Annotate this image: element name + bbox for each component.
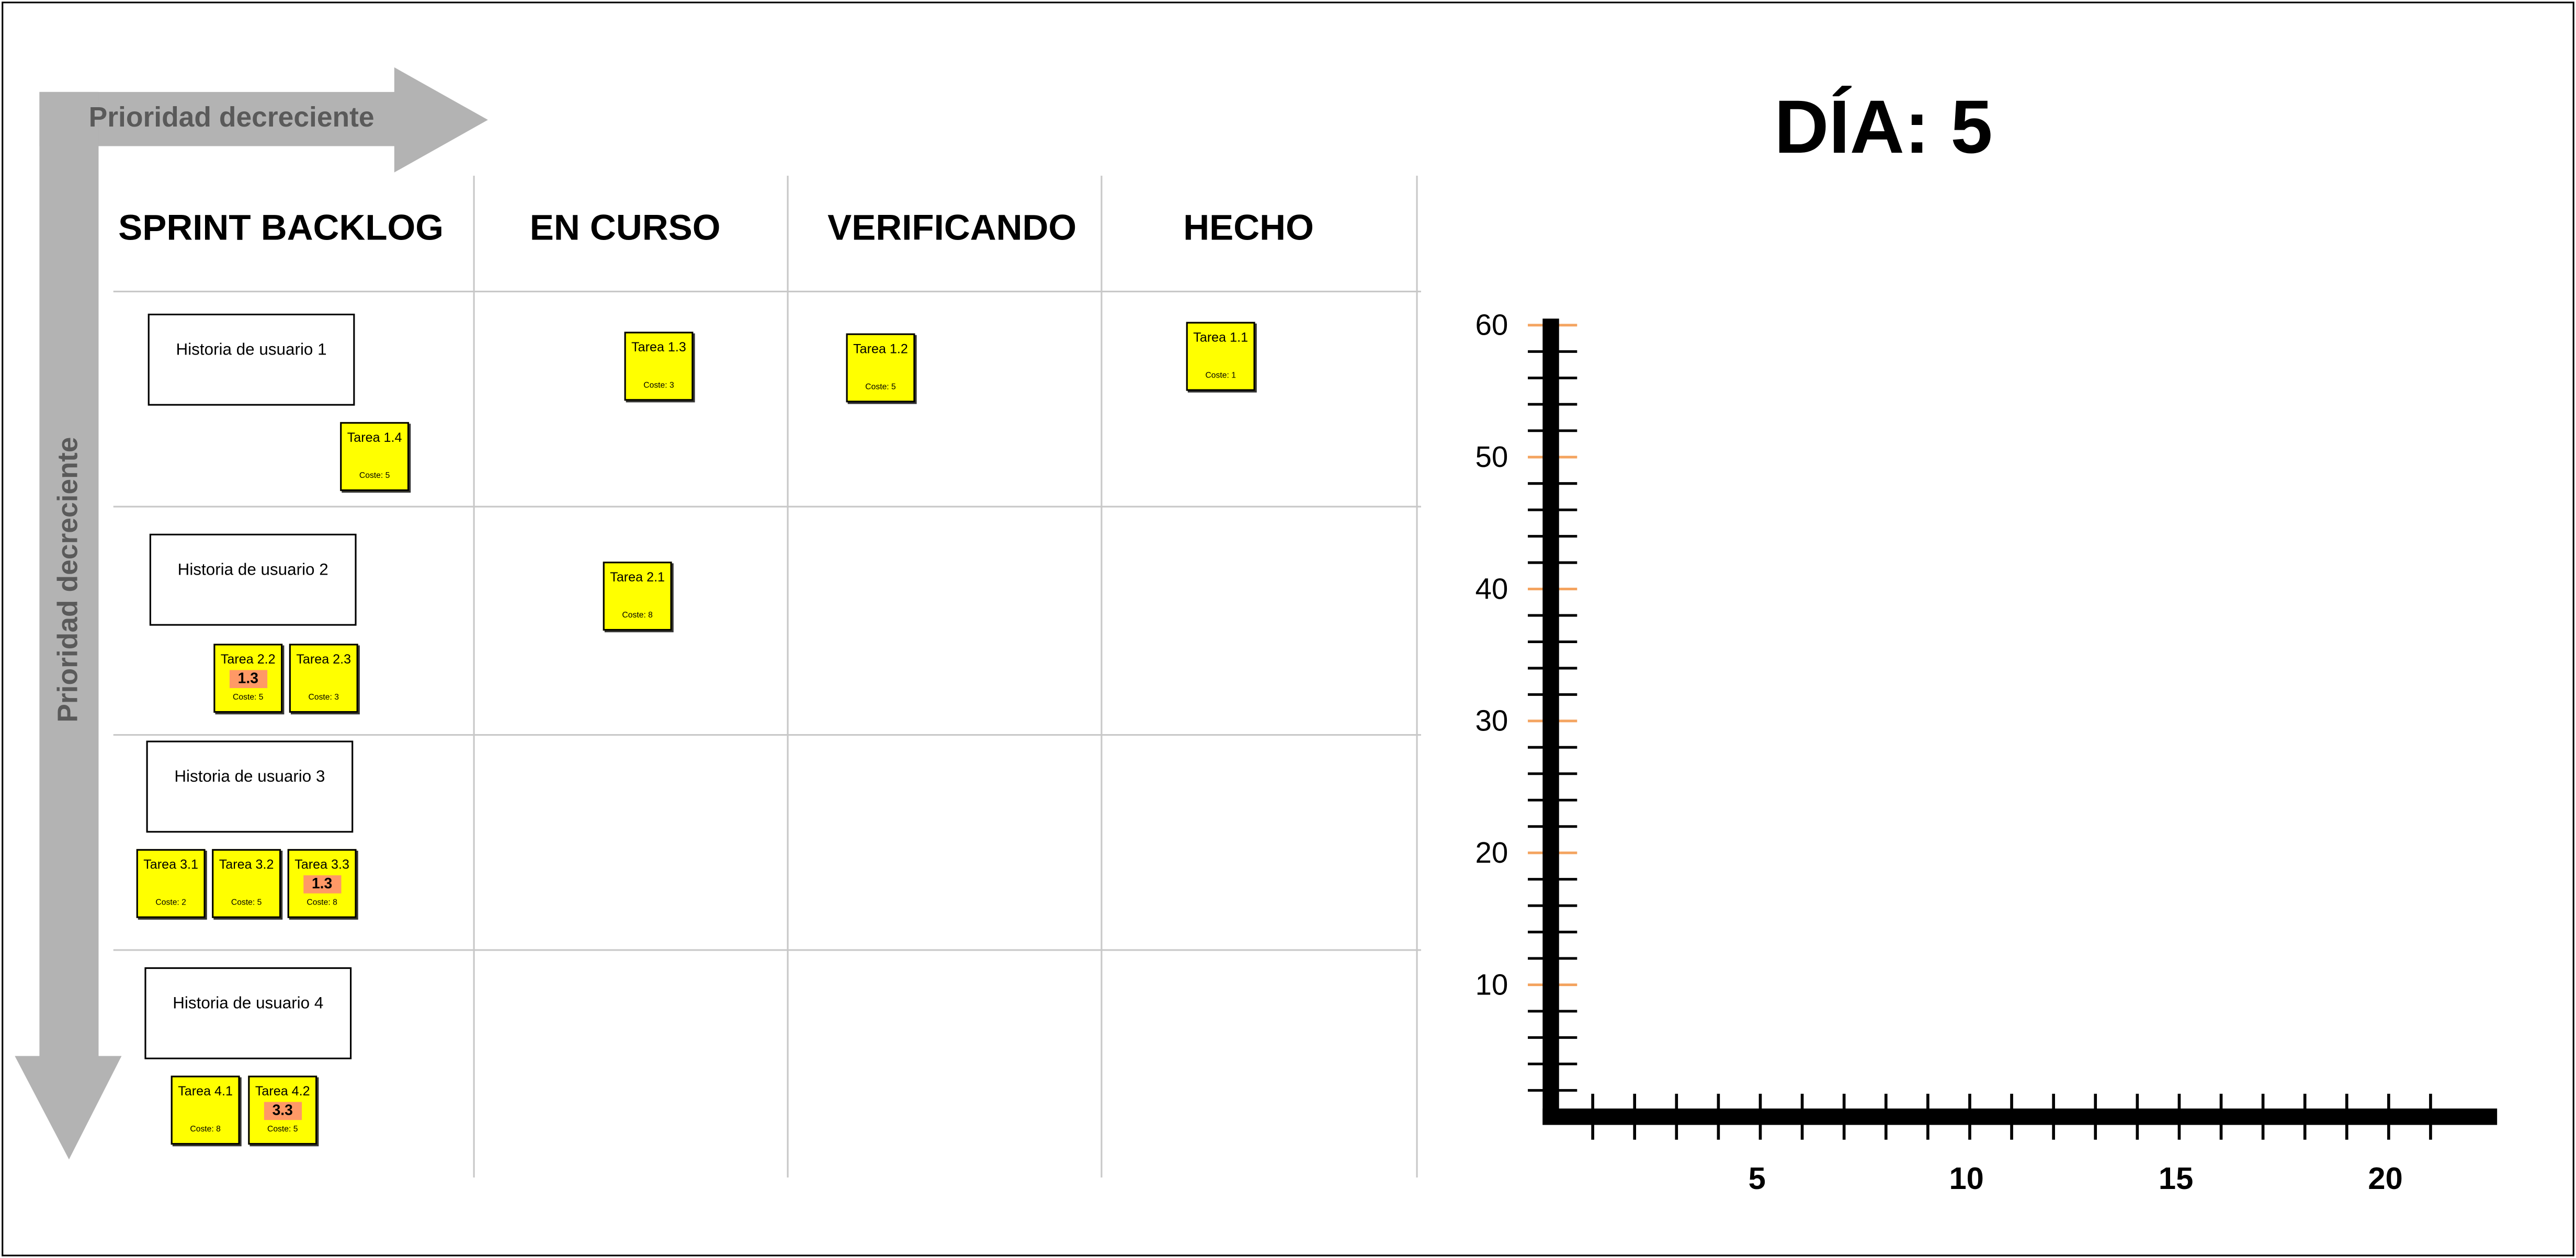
y-tick-label: 50 [1475, 440, 1508, 473]
task-cost: Coste: 5 [865, 382, 896, 393]
priority-label-horizontal: Prioridad decreciente [88, 101, 375, 133]
task-badge: 3.3 [264, 1102, 301, 1120]
burndown-chart: 10 20 30 40 50 60 5 10 15 20 [1475, 308, 2498, 1196]
task-name: Tarea 4.1 [178, 1083, 233, 1099]
task-cost: Coste: 3 [308, 693, 339, 703]
priority-arrow-vertical [15, 92, 122, 1160]
task-name: Tarea 2.2 [220, 651, 276, 667]
row-divider [113, 949, 1421, 951]
y-tick-label: 30 [1475, 704, 1508, 737]
task-cost: Coste: 5 [231, 898, 262, 908]
task-name: Tarea 1.3 [631, 340, 686, 355]
user-story-card[interactable]: Historia de usuario 2 [149, 533, 357, 626]
column-header-en-curso: EN CURSO [529, 207, 721, 248]
x-tick-label: 5 [1749, 1161, 1766, 1196]
row-divider [113, 290, 1421, 293]
task-cost: Coste: 8 [622, 611, 653, 621]
task-cost: Coste: 3 [643, 381, 674, 391]
task-card[interactable]: Tarea 4.2 3.3 Coste: 5 [248, 1076, 317, 1145]
task-cost: Coste: 5 [359, 471, 390, 482]
column-divider [1100, 176, 1103, 1178]
x-tick-label: 15 [2159, 1161, 2193, 1196]
task-card[interactable]: Tarea 3.3 1.3 Coste: 8 [287, 849, 357, 918]
y-tick-label: 20 [1475, 836, 1508, 869]
task-card[interactable]: Tarea 2.1 Coste: 8 [603, 562, 672, 631]
column-header-verificando: VERIFICANDO [827, 207, 1077, 248]
task-card[interactable]: Tarea 1.1 Coste: 1 [1186, 322, 1255, 391]
x-tick-label: 10 [1949, 1161, 1983, 1196]
y-tick-label: 60 [1475, 308, 1508, 341]
column-divider [1416, 176, 1418, 1178]
task-name: Tarea 2.1 [610, 569, 665, 585]
priority-arrow-horizontal [39, 67, 488, 173]
task-card[interactable]: Tarea 2.2 1.3 Coste: 5 [213, 644, 283, 713]
task-name: Tarea 3.1 [143, 857, 199, 872]
task-card[interactable]: Tarea 1.4 Coste: 5 [340, 422, 410, 491]
y-tick-label: 40 [1475, 572, 1508, 605]
day-title: DÍA: 5 [1774, 84, 1993, 169]
task-cost: Coste: 1 [1205, 371, 1236, 381]
task-name: Tarea 3.3 [294, 857, 349, 872]
task-card[interactable]: Tarea 1.2 Coste: 5 [846, 333, 915, 403]
task-card[interactable]: Tarea 3.1 Coste: 2 [136, 849, 206, 918]
task-cost: Coste: 8 [307, 898, 337, 908]
column-divider [473, 176, 475, 1178]
column-header-sprint-backlog: SPRINT BACKLOG [118, 207, 444, 248]
user-story-card[interactable]: Historia de usuario 1 [147, 313, 355, 406]
column-divider [787, 176, 789, 1178]
task-card[interactable]: Tarea 1.3 Coste: 3 [624, 331, 694, 401]
x-tick-label: 20 [2368, 1161, 2402, 1196]
task-cost: Coste: 5 [233, 693, 264, 703]
task-name: Tarea 2.3 [296, 651, 351, 667]
task-badge: 1.3 [303, 875, 341, 894]
task-name: Tarea 3.2 [219, 857, 274, 872]
column-header-hecho: HECHO [1183, 207, 1314, 248]
task-name: Tarea 1.2 [853, 341, 908, 357]
task-cost: Coste: 2 [155, 898, 186, 908]
task-card[interactable]: Tarea 4.1 Coste: 8 [171, 1076, 240, 1145]
row-divider [113, 734, 1421, 736]
y-tick-label: 10 [1475, 968, 1508, 1001]
priority-arrows [15, 67, 488, 1160]
user-story-card[interactable]: Historia de usuario 4 [144, 967, 352, 1059]
task-name: Tarea 1.1 [1193, 330, 1249, 345]
task-cost: Coste: 5 [267, 1125, 298, 1135]
task-name: Tarea 1.4 [347, 430, 402, 445]
user-story-card[interactable]: Historia de usuario 3 [146, 740, 354, 833]
task-cost: Coste: 8 [190, 1125, 221, 1135]
task-name: Tarea 4.2 [255, 1083, 310, 1099]
priority-label-vertical: Prioridad decreciente [52, 437, 84, 723]
task-badge: 1.3 [229, 670, 267, 689]
task-card[interactable]: Tarea 3.2 Coste: 5 [212, 849, 281, 918]
row-divider [113, 506, 1421, 508]
task-card[interactable]: Tarea 2.3 Coste: 3 [289, 644, 358, 713]
